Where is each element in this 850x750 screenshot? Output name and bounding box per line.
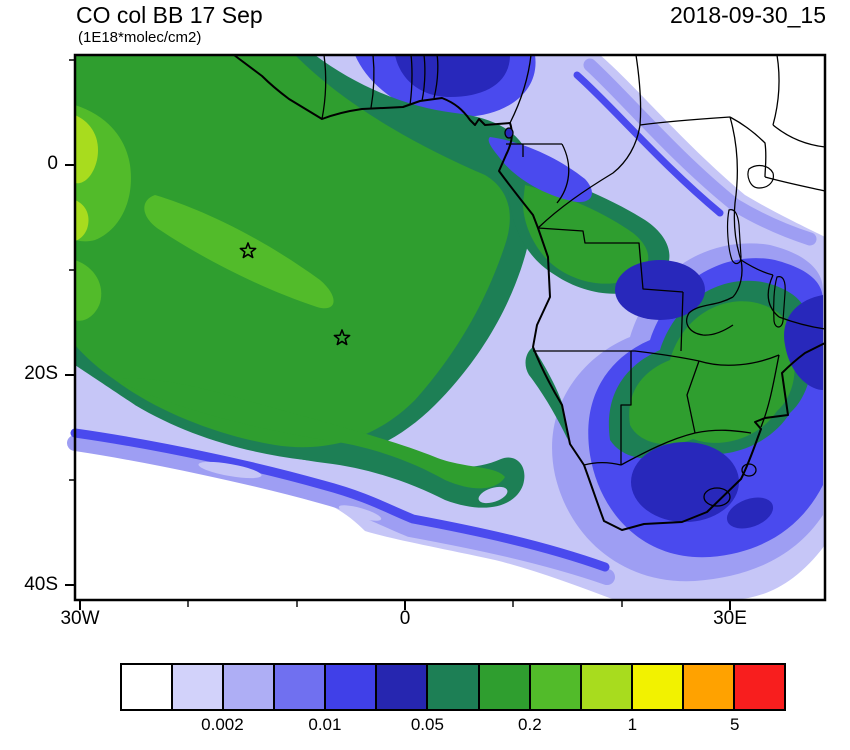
field-fringe-blue-ne xyxy=(573,71,724,217)
x-axis-label-0: 0 xyxy=(399,608,411,629)
y-axis-label-20s: 20S xyxy=(24,363,58,384)
colorbar-cell xyxy=(579,665,631,709)
field-fringe-blue-sw xyxy=(70,428,610,572)
lakes xyxy=(726,164,786,328)
africa-coast xyxy=(233,54,826,531)
page-title: CO col BB 17 Sep xyxy=(76,2,263,28)
colorbar-labels: 0.002 0.01 0.05 0.2 1 5 xyxy=(120,715,786,737)
field-green-zambia xyxy=(629,301,795,445)
colorbar-cell xyxy=(681,665,733,709)
x-axis-label-30e: 30E xyxy=(713,608,747,629)
colorbar-cell xyxy=(426,665,478,709)
colorbar-cell xyxy=(375,665,427,709)
field-navy-mozambique xyxy=(784,295,823,390)
field-wisp-2 xyxy=(338,505,382,521)
coastline xyxy=(233,54,826,531)
colorbar-cell xyxy=(528,665,580,709)
field-navy-south-africa xyxy=(631,442,739,522)
field-hook-notch xyxy=(478,486,508,504)
colorbar-cells xyxy=(120,663,786,711)
bioko-island xyxy=(504,127,514,139)
colorbar-tick-label: 0.05 xyxy=(410,715,444,734)
eswatini-border xyxy=(741,463,757,477)
field-wisp-1 xyxy=(198,461,262,479)
lake-malawi xyxy=(773,276,786,328)
field-fringe-periwinkle-ne xyxy=(583,58,817,246)
lake-tanganyika xyxy=(726,209,742,265)
colorbar-tick-label: 0.01 xyxy=(308,715,342,734)
field-navy-durban xyxy=(726,497,774,529)
y-axis-label-40s: 40S xyxy=(24,574,58,595)
timestamp-label: 2018-09-30_15 xyxy=(669,2,826,28)
colorbar-cell xyxy=(630,665,682,709)
field-green-swoosh xyxy=(115,378,505,489)
colorbar-tick-label: 0.2 xyxy=(518,715,542,734)
colorbar-cell xyxy=(732,665,785,709)
units-label: (1E18*molec/cm2) xyxy=(78,29,202,46)
lake-victoria xyxy=(747,164,774,189)
field-brightgreen-lower xyxy=(75,260,102,321)
colorbar-tick-label: 0.002 xyxy=(201,715,244,734)
field-yellowgreen-patch-2 xyxy=(75,200,89,241)
field-green-main xyxy=(75,55,510,448)
colorbar-cell xyxy=(273,665,325,709)
y-axis-label-0: 0 xyxy=(47,153,58,174)
field-yellowgreen-patch-1 xyxy=(75,115,99,184)
colorbar-cell xyxy=(324,665,376,709)
colorbar-cell xyxy=(171,665,223,709)
station-markers xyxy=(239,242,351,346)
lesotho-border xyxy=(703,487,731,507)
colorbar-cell xyxy=(477,665,529,709)
country-borders xyxy=(321,54,826,507)
x-axis-label-30w: 30W xyxy=(60,608,100,629)
colorbar-tick-label: 5 xyxy=(730,715,740,734)
colorbar-cell xyxy=(122,665,172,709)
field-teal-namibia-coast xyxy=(525,347,568,440)
colorbar-cell xyxy=(222,665,274,709)
colorbar-tick-label: 1 xyxy=(627,715,638,734)
field-green-congo xyxy=(523,185,649,284)
field-brightgreen-streak xyxy=(144,195,334,309)
map-canvas xyxy=(65,53,827,610)
star-marker-2 xyxy=(333,329,351,346)
co-field xyxy=(67,55,825,600)
map-frame xyxy=(73,53,827,602)
star-marker-1 xyxy=(239,242,257,259)
